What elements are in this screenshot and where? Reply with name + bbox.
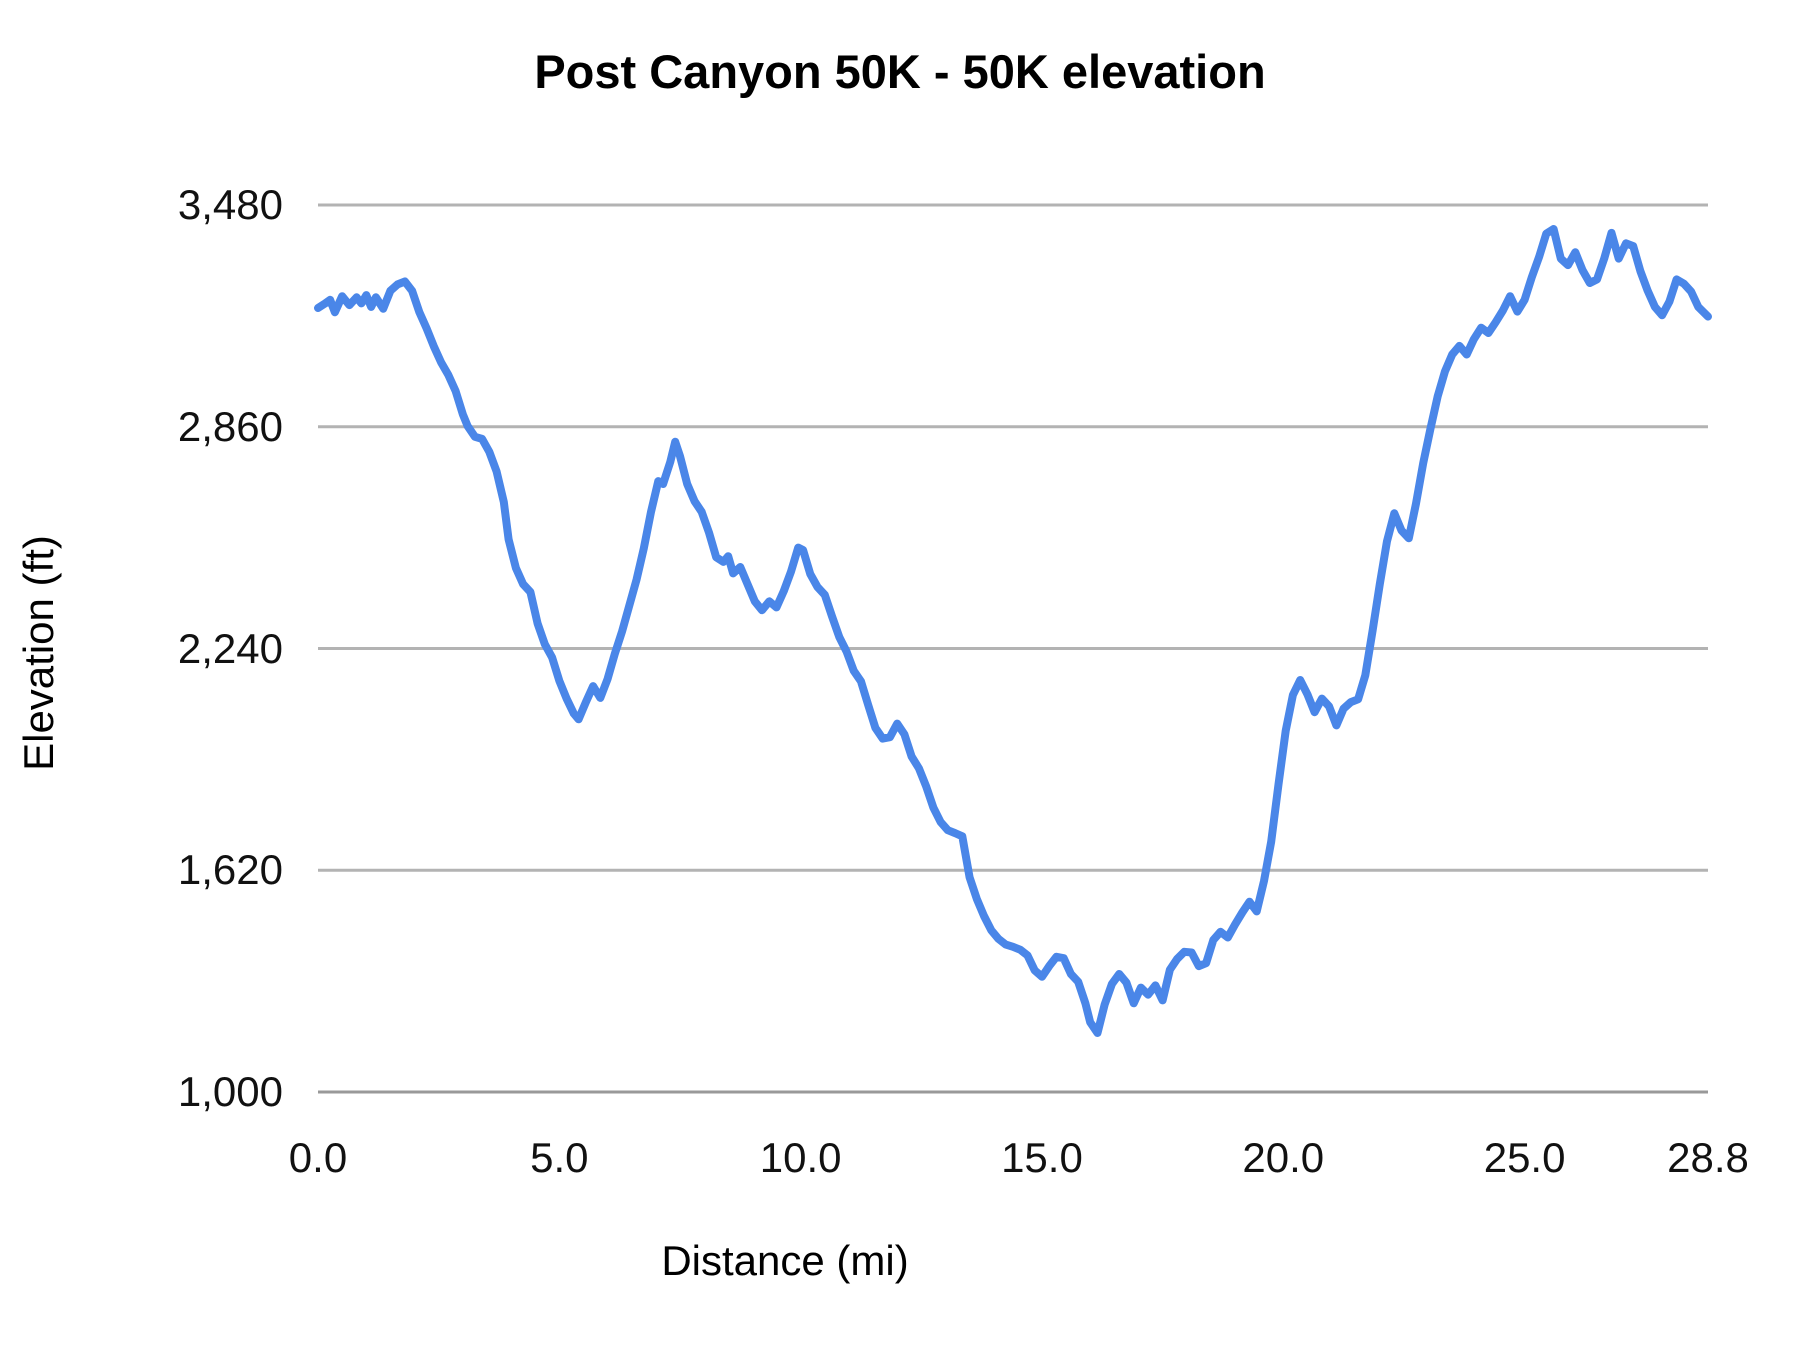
y-tick-label: 1,620 (177, 846, 283, 894)
plot-area (314, 203, 1712, 1094)
x-tick-label: 0.0 (288, 1134, 348, 1181)
elevation-line (314, 225, 1712, 1037)
chart-title: Post Canyon 50K - 50K elevation (534, 45, 1266, 98)
y-tick-label: 2,860 (177, 402, 283, 450)
x-tick-label: 20.0 (1242, 1134, 1325, 1181)
x-tick-label: 15.0 (1001, 1134, 1083, 1181)
x-tick-label: 28.8 (1667, 1134, 1749, 1181)
y-tick-label: 3,480 (177, 181, 283, 228)
x-tick-label: 5.0 (530, 1134, 589, 1181)
x-tick-label: 25.0 (1483, 1134, 1566, 1181)
x-axis-title: Distance (mi) (661, 1237, 909, 1284)
y-tick-label: 2,240 (177, 624, 283, 672)
y-tick-label: 1,000 (177, 1068, 283, 1115)
x-tick-label: 10.0 (759, 1134, 842, 1181)
